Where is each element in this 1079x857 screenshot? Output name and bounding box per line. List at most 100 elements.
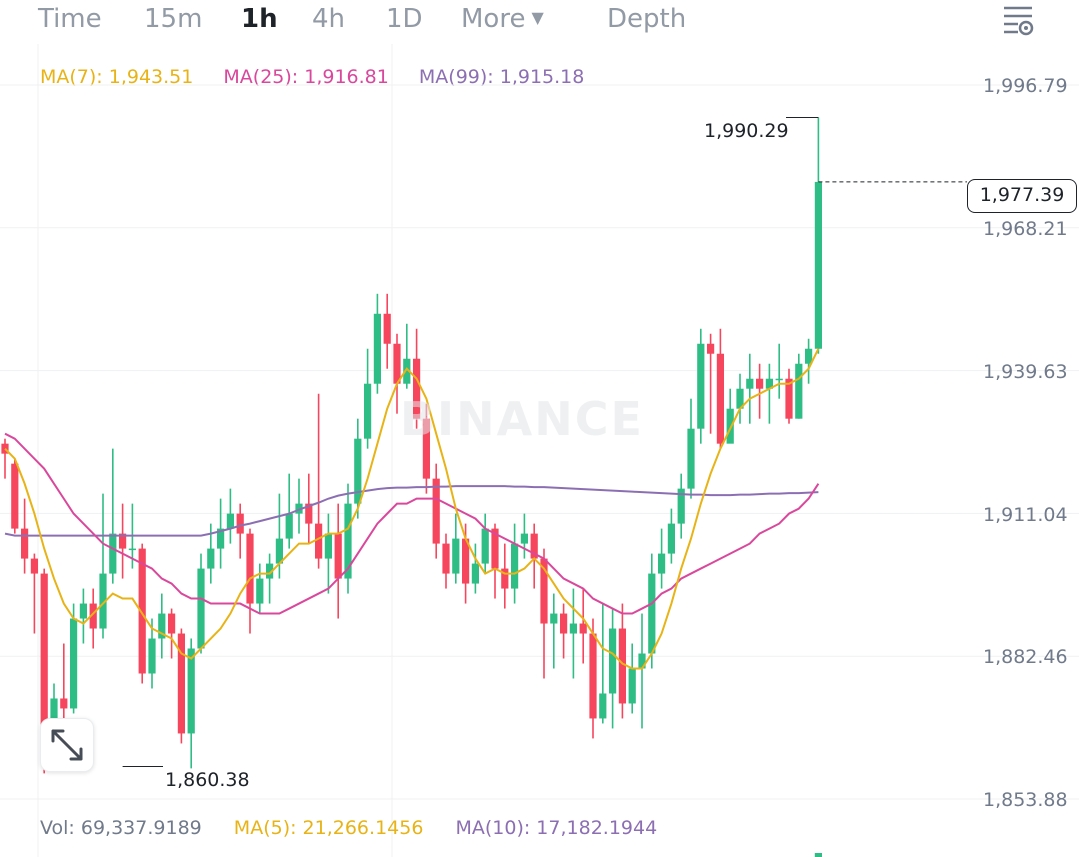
candle-body [207,548,215,569]
candle-body [609,628,617,694]
volume-ma10: MA(10): 17,182.1944 [455,817,658,839]
y-axis-label: 1,853.88 [983,789,1068,811]
candle-body [765,378,773,389]
low-price-label: 1,860.38 [165,769,250,791]
candle-body [70,618,78,709]
candle-body [481,528,489,564]
candle-body [285,513,293,539]
more-label: More [461,4,526,34]
tab-depth[interactable]: Depth [607,4,687,34]
candle-body [638,653,646,669]
tab-time[interactable]: Time [38,4,102,34]
candle-body [775,378,783,381]
ma99-value: MA(99): 1,915.18 [418,66,585,88]
candle-body [452,538,460,574]
candle-body [599,693,607,719]
candle-body [511,543,519,589]
candle-body [707,343,715,354]
candle-body [491,528,499,569]
candle-body [246,533,254,604]
candle-body [618,628,626,704]
candle-body [795,363,803,419]
y-axis-label: 1,968.21 [983,218,1068,240]
candle-body [109,533,117,574]
candle-body [315,523,323,559]
candle-body [266,563,274,579]
tab-4h[interactable]: 4h [312,4,346,34]
high-price-label: 1,990.29 [704,120,789,142]
tab-15m[interactable]: 15m [144,4,203,34]
ma7-value: MA(7): 1,943.51 [40,66,194,88]
candle-body [550,613,558,624]
candle-body [354,438,362,504]
candle-body [168,613,176,634]
caret-down-icon: ▼ [531,8,544,27]
candle-body [236,513,244,534]
binance-watermark: BINANCE [400,392,644,446]
y-axis-label: 1,939.63 [983,361,1068,383]
candle-body [716,353,724,444]
last-price-tag: 1,977.39 [967,179,1077,213]
candle-body [667,523,675,554]
candle-body [1,443,9,454]
candle-body [442,543,450,574]
candle-body [462,538,470,584]
candle-body [628,668,636,704]
candle-body [158,613,166,639]
candle-body [756,378,764,389]
tab-1d[interactable]: 1D [386,4,423,34]
candle-body [256,578,264,604]
candle-body [21,528,29,559]
candle-body [432,478,440,544]
volume-value: Vol: 69,337.9189 [40,817,202,839]
candle-body [40,573,48,739]
candle-body [79,603,87,619]
candlestick-chart[interactable] [0,44,1079,857]
ma25-value: MA(25): 1,916.81 [223,66,389,88]
y-axis-label: 1,911.04 [983,504,1068,526]
candle-body [501,568,509,589]
candle-body [11,463,19,529]
candle-body [422,418,430,479]
candle-body [128,548,136,551]
candle-body [746,378,754,389]
candle-body [275,538,283,564]
candle-body [373,313,381,384]
candle-body [334,533,342,579]
candle-body [648,573,656,654]
more-dropdown[interactable]: More ▼ [461,4,544,34]
candle-body [805,348,813,364]
candle-body [187,648,195,734]
candle-body [530,533,538,559]
candle-body [687,428,695,489]
ma7-line [4,348,820,670]
candle-body [344,503,352,579]
volume-legend: Vol: 69,337.9189 MA(5): 21,266.1456 MA(1… [40,817,683,839]
candle-body [177,633,185,734]
expand-arrows-icon [51,729,83,761]
candle-body [60,698,68,709]
fullscreen-button[interactable] [40,718,94,772]
candle-body [364,383,372,439]
candle-body [393,343,401,384]
candle-body [569,623,577,634]
candle-body [217,528,225,549]
candle-body [99,573,107,629]
candle-body [403,358,411,384]
ma99-line [4,485,819,537]
candle-body [785,378,793,419]
candle-body [138,548,146,674]
tab-1h[interactable]: 1h [241,4,278,34]
candle-body [579,623,587,634]
candle-body [697,343,705,429]
candle-body [413,358,421,419]
candle-body [736,388,744,409]
y-axis-label: 1,996.79 [983,75,1068,97]
volume-bar [814,853,822,857]
chart-settings-icon[interactable] [1000,2,1036,38]
candle-body [148,638,156,674]
candle-body [324,533,332,559]
candle-body [89,603,97,629]
candle-body [677,488,685,524]
candle-body [30,558,38,574]
